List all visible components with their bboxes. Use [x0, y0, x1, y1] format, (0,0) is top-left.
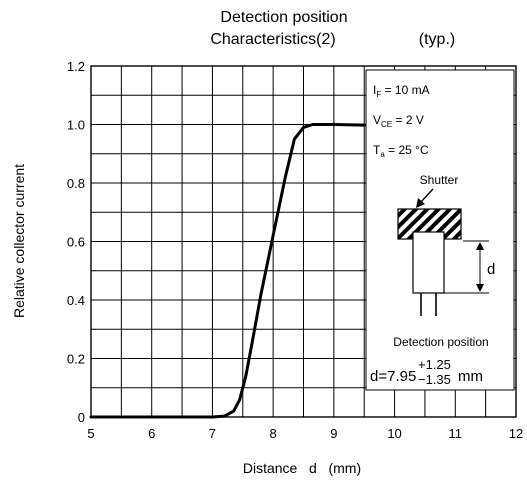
inset-caption: Detection position [393, 335, 488, 349]
plot-frame [90, 65, 517, 418]
inset-formula-unit: mm [458, 368, 483, 385]
chart-title-line1: Detection position [220, 9, 347, 26]
dim-d-label: d [487, 261, 495, 278]
x-tick-label: 9 [330, 426, 337, 441]
y-tick-label: 0.6 [67, 235, 85, 250]
y-tick-label: 0 [78, 410, 85, 425]
condition-vce: VCE = 2 V [373, 113, 424, 129]
chart-title-suffix: (typ.) [419, 31, 455, 48]
y-tick-labels: 0 0.2 0.4 0.6 0.8 1.0 1.2 [67, 59, 85, 425]
inset-tolerance-plus: +1.25 [418, 357, 451, 372]
inset-tolerance-minus: −1.35 [418, 372, 451, 387]
y-axis-label: Relative collector current [11, 164, 27, 318]
chart-title-line2: Characteristics(2) [210, 31, 335, 48]
x-tick-label: 5 [87, 426, 94, 441]
sensor-body [412, 231, 445, 294]
y-tick-label: 0.8 [67, 176, 85, 191]
inset-formula: d=7.95 [370, 368, 416, 385]
x-tick-label: 8 [270, 426, 277, 441]
y-tick-label: 1.0 [67, 118, 85, 133]
inset-background [365, 69, 515, 391]
x-tick-label: 6 [148, 426, 155, 441]
y-tick-label: 0.2 [67, 352, 85, 367]
x-axis-label: Distance d (mm) [243, 460, 361, 476]
series-layer [89, 123, 366, 419]
shutter-arrow-head-icon [416, 198, 425, 208]
x-tick-label: 11 [449, 426, 463, 441]
x-tick-labels: 5 6 7 8 9 10 11 12 [87, 426, 523, 441]
condition-ta: Ta = 25 °C [373, 143, 429, 159]
condition-if: IF = 10 mA [373, 83, 430, 99]
inset-panel: IF = 10 mA VCE = 2 V Ta = 25 °C Shutter … [365, 69, 515, 391]
series-line [89, 123, 366, 419]
dim-arrow-up-icon [476, 242, 484, 250]
x-tick-label: 7 [209, 426, 216, 441]
dim-arrow-down-icon [476, 284, 484, 292]
x-tick-label: 10 [387, 426, 401, 441]
shutter-arrow [419, 188, 434, 204]
x-tick-label: 12 [509, 426, 523, 441]
y-tick-label: 1.2 [67, 59, 85, 74]
y-tick-label: 0.4 [67, 293, 85, 308]
shutter-label: Shutter [420, 173, 459, 187]
